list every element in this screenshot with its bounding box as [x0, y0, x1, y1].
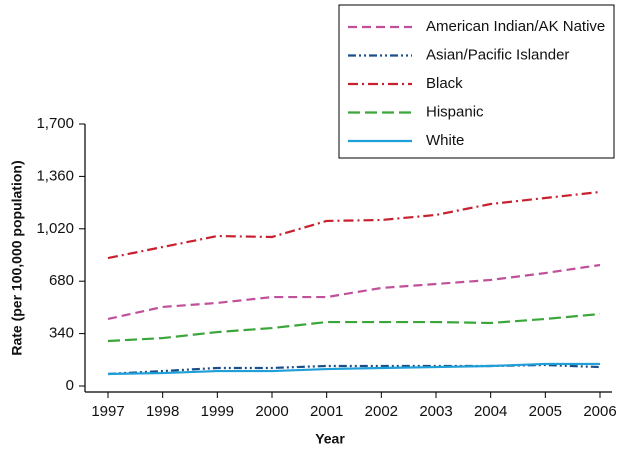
y-tick-label: 1,700: [36, 115, 74, 132]
y-tick-label: 680: [49, 272, 74, 289]
x-tick-label: 2004: [474, 403, 507, 420]
series-line: [107, 263, 601, 321]
y-tick-label: 1,020: [36, 220, 74, 237]
legend-label: White: [426, 132, 464, 149]
legend-box: [338, 4, 615, 159]
series-line: [107, 312, 601, 343]
x-tick-label: 2005: [529, 403, 562, 420]
x-tick-label: 2006: [583, 403, 616, 420]
series-line: [107, 362, 600, 376]
legend-label: Hispanic: [426, 103, 484, 120]
y-axis-title: Rate (per 100,000 population): [9, 160, 25, 355]
legend-label: Black: [426, 75, 463, 92]
x-tick-label: 1998: [146, 403, 179, 420]
x-axis-title: Year: [315, 431, 345, 447]
x-tick-label: 2001: [310, 403, 343, 420]
x-tick-label: 1999: [201, 403, 234, 420]
y-tick-label: 1,360: [36, 167, 74, 184]
legend-label: Asian/Pacific Islander: [426, 46, 569, 63]
y-tick-label: 0: [66, 377, 74, 394]
x-tick-label: 1997: [91, 403, 124, 420]
x-tick-label: 2002: [365, 403, 398, 420]
legend-label: American Indian/AK Native: [426, 18, 605, 35]
y-tick-label: 340: [49, 325, 74, 342]
series-line: [107, 190, 601, 260]
x-tick-label: 2000: [255, 403, 288, 420]
x-tick-label: 2003: [419, 403, 452, 420]
